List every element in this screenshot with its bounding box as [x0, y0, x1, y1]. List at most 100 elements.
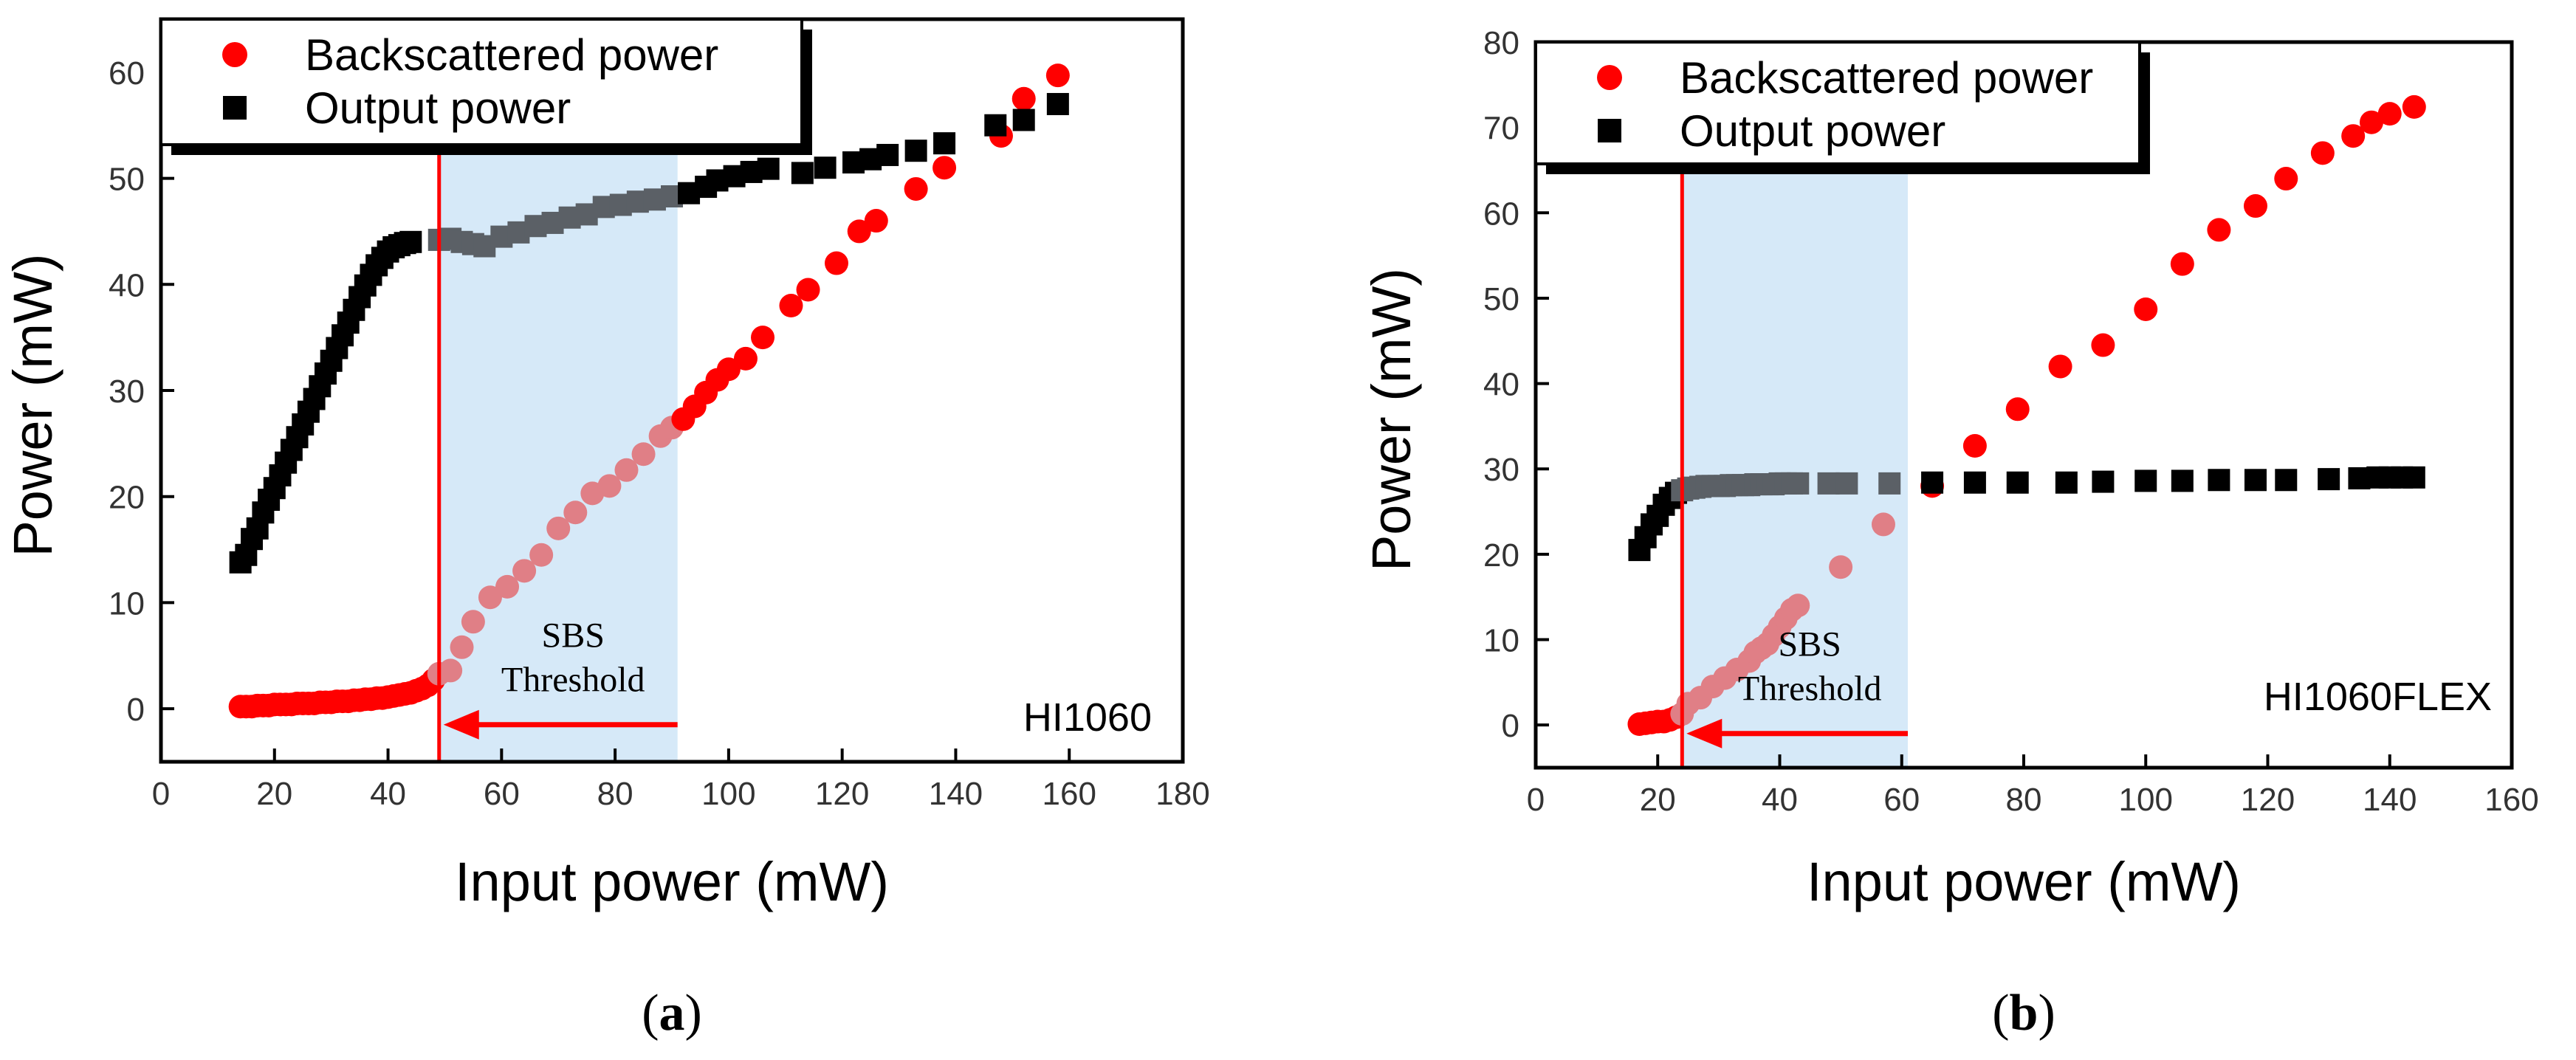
panel-caption: (b)	[1992, 985, 2055, 1042]
data-point	[933, 132, 956, 155]
data-point	[2275, 469, 2298, 492]
data-point	[1878, 472, 1901, 495]
data-point	[529, 543, 554, 567]
data-point	[1835, 472, 1858, 495]
data-point	[461, 610, 485, 634]
data-point	[450, 635, 474, 659]
data-point	[2134, 297, 2158, 321]
x-tick-label: 60	[1883, 782, 1920, 818]
y-tick-label: 20	[109, 480, 145, 516]
data-point	[1011, 86, 1036, 111]
y-tick-label: 20	[1483, 537, 1519, 574]
y-tick-label: 40	[109, 267, 145, 303]
y-tick-label: 30	[1483, 452, 1519, 488]
data-point	[2377, 102, 2402, 126]
sbs-label-line1: SBS	[1778, 625, 1841, 664]
x-tick-label: 160	[2484, 782, 2538, 818]
caption-open: (	[1992, 985, 2009, 1042]
data-point	[1963, 471, 1986, 494]
data-point	[1046, 92, 1069, 115]
data-point	[2207, 218, 2231, 242]
series-backscattered	[228, 63, 1070, 719]
x-tick-label: 0	[152, 776, 170, 812]
data-point	[2134, 469, 2157, 492]
x-tick-label: 80	[597, 776, 633, 812]
panel-caption: (a)	[642, 985, 702, 1042]
data-point	[2274, 167, 2298, 191]
series-output	[229, 92, 1069, 574]
y-axis-title: Power (mW)	[2, 253, 63, 557]
legend-marker-backscattered	[1597, 65, 1622, 90]
data-point	[2310, 141, 2335, 165]
data-point	[2092, 470, 2115, 493]
y-tick-label: 30	[109, 374, 145, 410]
chart-a: SBS Threshold 0 20 40 60 80 100 120 140 160 180 0 10 2…	[2, 17, 1210, 1042]
data-point	[512, 559, 537, 583]
data-point	[1786, 593, 1810, 618]
data-point	[2048, 354, 2072, 379]
data-point	[904, 176, 928, 201]
data-point	[984, 114, 1007, 137]
y-tick-label: 80	[1483, 25, 1519, 61]
y-tick-label: 60	[1483, 196, 1519, 232]
data-point	[716, 357, 741, 382]
data-point	[733, 346, 758, 371]
legend-marker-output	[1598, 119, 1621, 142]
data-point	[2244, 469, 2267, 492]
x-tick-label: 100	[701, 776, 755, 812]
legend-marker-backscattered	[222, 42, 247, 67]
data-point	[1012, 109, 1035, 131]
x-tick-label: 100	[2119, 782, 2173, 818]
y-tick-label: 0	[1502, 708, 1519, 744]
x-axis-title: Input power (mW)	[1807, 851, 2241, 912]
legend-label-backscattered: Backscattered power	[1680, 53, 2093, 103]
caption-letter: b	[2010, 985, 2039, 1042]
x-tick-label: 40	[1762, 782, 1798, 818]
data-point	[563, 500, 588, 525]
caption-open: (	[642, 985, 659, 1042]
x-tick-label: 20	[1640, 782, 1676, 818]
data-point	[757, 157, 780, 180]
data-point	[791, 162, 814, 185]
data-point	[614, 458, 639, 482]
x-tick-label: 180	[1155, 776, 1209, 812]
threshold-arrow-head	[1686, 718, 1723, 748]
chart-b: SBS Threshold 0 20 40 60 80 100 120 140 160 0 10 20 30…	[1361, 25, 2539, 1042]
data-point	[439, 658, 463, 683]
x-tick-label: 120	[815, 776, 869, 812]
data-point	[1045, 63, 1070, 88]
sbs-label-line1: SBS	[542, 616, 605, 655]
data-point	[546, 516, 571, 540]
x-tick-label: 60	[484, 776, 520, 812]
data-point	[1962, 434, 1987, 458]
data-point	[904, 140, 927, 162]
legend-label-backscattered: Backscattered power	[305, 30, 718, 80]
data-point	[2402, 466, 2425, 489]
sbs-label-line2: Threshold	[501, 661, 645, 700]
data-point	[1829, 555, 1853, 579]
data-point	[2402, 94, 2426, 119]
data-point	[779, 294, 803, 318]
data-point	[478, 585, 502, 610]
data-point	[399, 230, 422, 253]
data-point	[2170, 252, 2194, 276]
x-tick-label: 120	[2241, 782, 2295, 818]
data-point	[796, 278, 820, 302]
x-tick-label: 140	[929, 776, 983, 812]
data-point	[2318, 468, 2340, 491]
data-point	[2055, 471, 2078, 494]
data-point	[2005, 397, 2030, 421]
data-point	[751, 326, 775, 350]
data-point	[2208, 469, 2230, 492]
fiber-type-label: HI1060	[1023, 695, 1152, 740]
series-backscattered	[1627, 94, 2426, 737]
data-point	[1921, 471, 1944, 494]
data-point	[932, 156, 957, 180]
data-point	[814, 156, 837, 179]
y-tick-label: 50	[1483, 281, 1519, 317]
x-tick-label: 40	[370, 776, 406, 812]
y-tick-label: 10	[109, 585, 145, 622]
